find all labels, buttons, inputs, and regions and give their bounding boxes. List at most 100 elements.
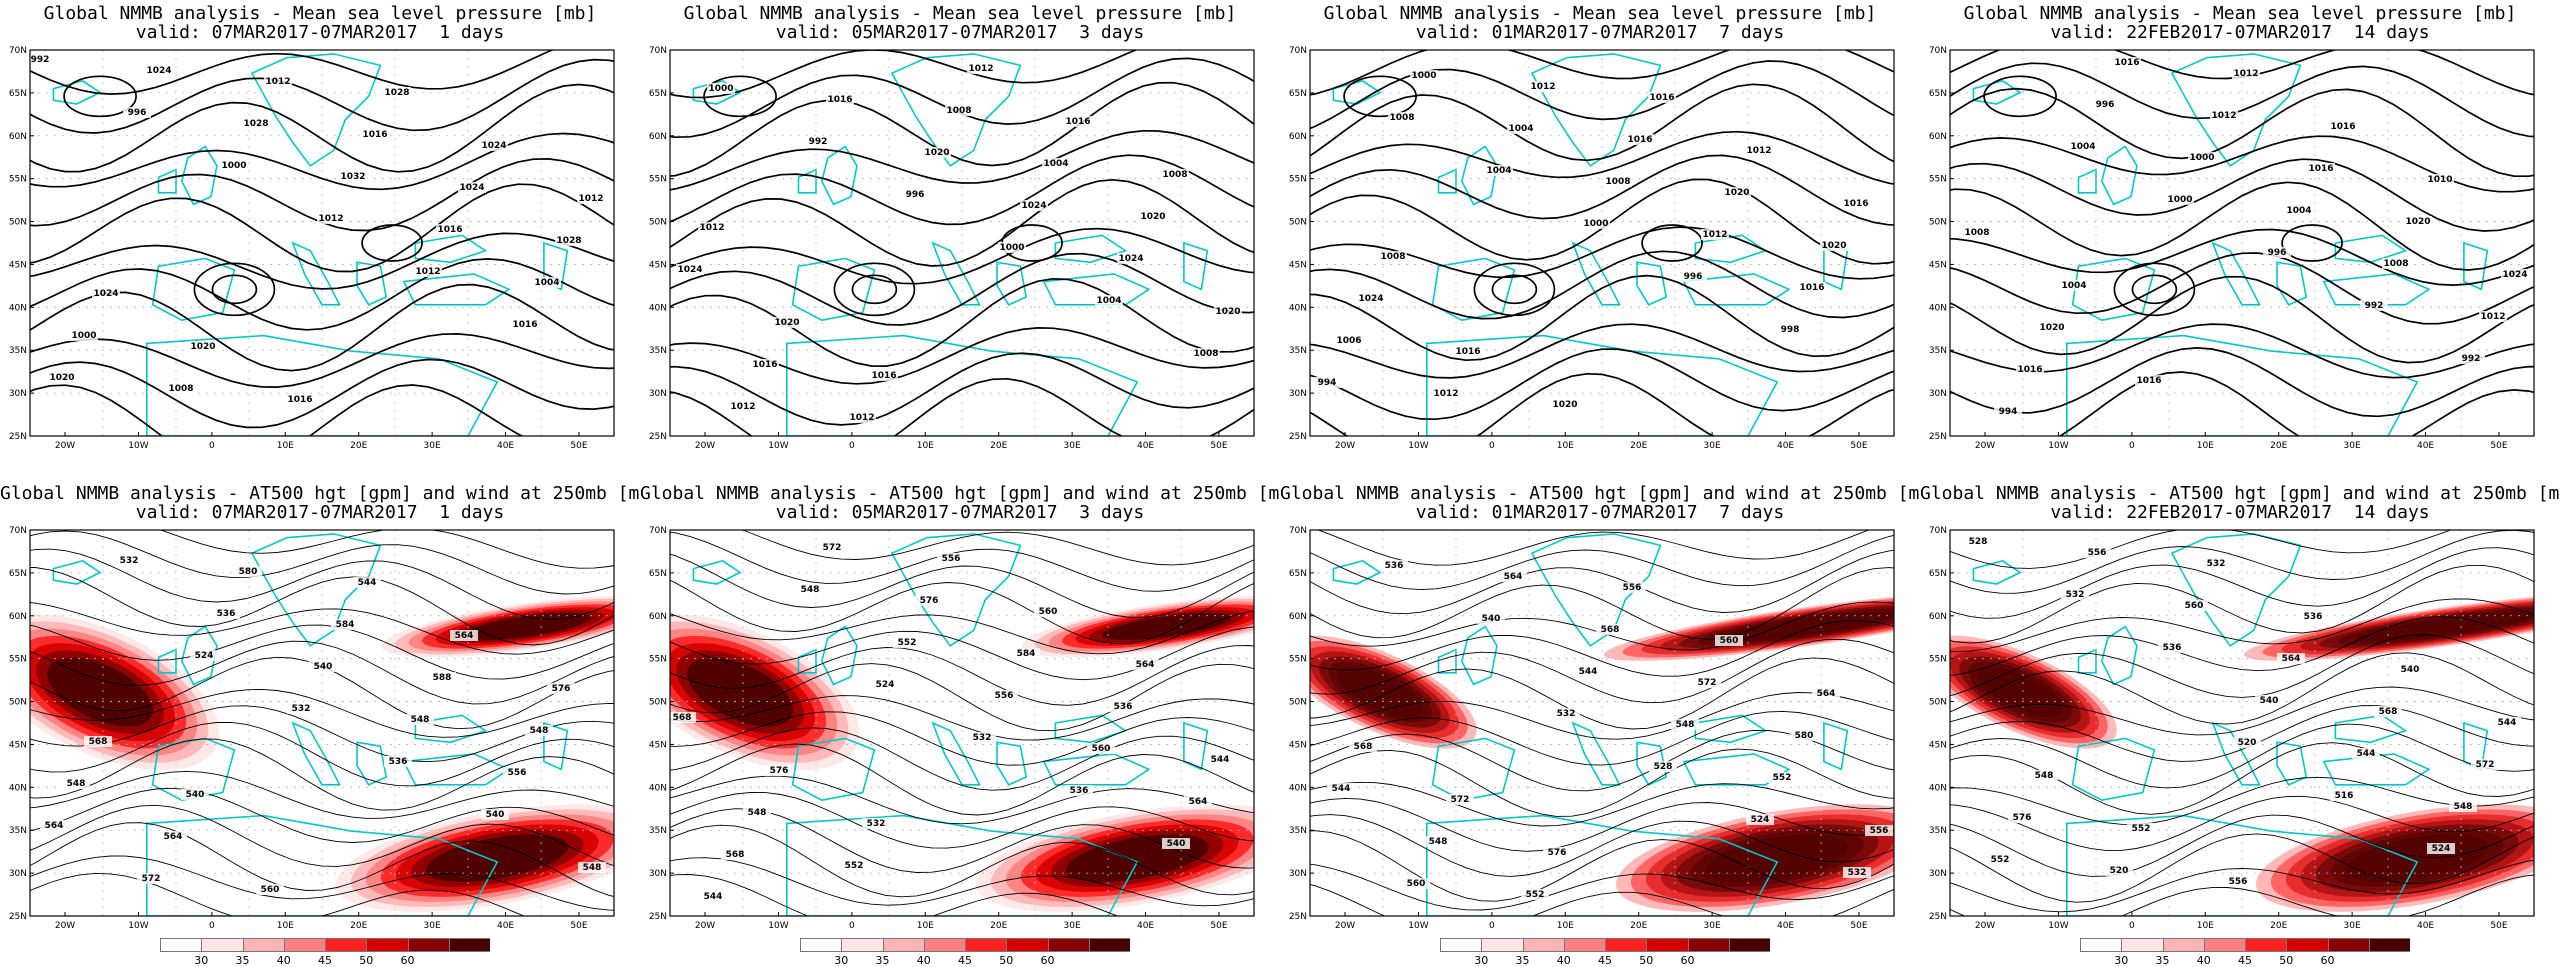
isoline [1950,252,2534,325]
contour-label: 524 [2432,844,2451,854]
lon-tick-label: 10E [2197,441,2214,451]
lon-tick-label: 20W [1335,921,1355,931]
isoline [1310,250,1894,320]
colorbar-swatch [160,938,202,952]
colorbar-tick-label: 50 [1639,954,1654,967]
lat-tick-label: 40N [9,303,27,313]
lat-tick-label: 40N [1929,783,1947,793]
isoline [1310,830,1894,902]
map-frame [669,49,1255,437]
lon-tick-label: 50E [2490,921,2507,931]
isoline [30,602,614,655]
colorbar-swatch [1440,938,1482,952]
colorbar-swatch [2203,938,2245,952]
contour-label: 552 [898,638,917,648]
wind-shade [462,612,591,641]
colorbar-swatch [1687,938,1729,952]
contour-label: 572 [1451,795,1470,805]
lon-tick-label: 50E [1210,921,1227,931]
isoline [30,822,614,897]
isoline [1950,62,2534,138]
isoline [1310,781,1894,827]
lat-tick-label: 35N [9,346,27,356]
isoline [1950,652,2534,725]
isoline [1950,686,2534,736]
contour-label: 532 [1557,709,1576,719]
contour-label: 1016 [1065,117,1090,127]
wind-colorbar [800,938,1130,952]
lon-tick-label: 10E [1557,921,1574,931]
contour-label: 1020 [1215,307,1240,317]
isoline [30,232,614,290]
map-plot: 524 532 536 540 548 532 536 540 548 556 564 572 580 5… [9,526,615,931]
colorbar-swatch [2286,938,2328,952]
lon-tick-label: 50E [570,441,587,451]
lat-tick-label: 30N [649,869,667,879]
contour-label: 1012 [1433,389,1458,399]
isoline [1950,181,2534,271]
lon-tick-label: 40E [497,921,514,931]
contour-label: 1012 [265,77,290,87]
lon-tick-label: 0 [849,921,855,931]
isobar-closed [703,75,777,118]
contour-label: 560 [1092,744,1111,754]
coastline [2170,53,2302,167]
lon-tick-label: 0 [2129,441,2135,451]
contour-label: 1008 [946,106,971,116]
lat-tick-label: 35N [9,826,27,836]
isoline [1310,567,1894,640]
contour-label: 568 [1354,742,1373,752]
contour-label: 1024 [1021,201,1046,211]
lat-tick-label: 55N [1929,655,1947,665]
isoline [30,258,614,331]
colorbar-swatch [800,938,842,952]
lat-tick-label: 45N [9,740,27,750]
map-plot: 524 532 536 540 544 548 552 556 560 564 568 572 576 5… [649,526,1255,931]
colorbar-swatch [1728,938,1770,952]
lat-tick-label: 40N [649,783,667,793]
isoline [1950,347,2534,418]
isoline [1310,657,1894,730]
contour-label: 1016 [2330,122,2355,132]
lat-tick-label: 35N [1929,346,1947,356]
isobar-closed [1473,262,1556,317]
contour-label: 584 [1017,649,1036,659]
lat-tick-label: 45N [1289,740,1307,750]
contour-label: 532 [292,704,311,714]
isobar-closed [1983,75,2057,118]
contour-label: 1016 [512,320,537,330]
colorbar-swatch [1605,938,1647,952]
contour-label: 556 [508,768,527,778]
isoline [670,252,1254,326]
contour-label: 536 [2304,612,2323,622]
coastline [157,648,177,674]
contour-label: 1012 [2211,111,2236,121]
panel-subtitle: valid: 01MAR2017-07MAR2017 7 days [1415,502,1785,523]
colorbar-swatch [1563,938,1605,952]
contour-label: 516 [2335,791,2354,801]
colorbar-tick-label: 60 [1040,954,1055,967]
lon-tick-label: 40E [1137,921,1154,931]
coastline [2463,241,2489,291]
lon-tick-label: 20E [350,441,367,451]
map-panel-8: Global NMMB analysis - AT500 hgt [gpm] a… [1920,480,2560,960]
isoline [30,804,614,867]
coastline [2334,234,2408,264]
coastline [356,741,388,786]
contour-label: 564 [45,821,64,831]
contour-label: 540 [186,790,205,800]
coastline [402,753,511,786]
lat-tick-label: 25N [1929,432,1947,442]
map-content: 524 532 536 540 548 532 536 540 548 556 564 572 580 5… [30,530,614,916]
colorbar-swatch [366,938,408,952]
panel-subtitle: valid: 01MAR2017-07MAR2017 7 days [1415,22,1785,43]
contour-label: 572 [2476,760,2495,770]
colorbar-tick-label: 40 [276,954,291,967]
contour-label: 568 [673,713,692,723]
wind-colorbar [2080,938,2410,952]
map-content: 1008 1004 1000 996 998 994 1000 1004 1008 1012 101… [1310,50,1894,436]
contour-label: 1024 [146,66,171,76]
isoline [30,705,614,763]
isoline [670,178,1254,267]
colorbar-tick-label: 60 [1680,954,1695,967]
